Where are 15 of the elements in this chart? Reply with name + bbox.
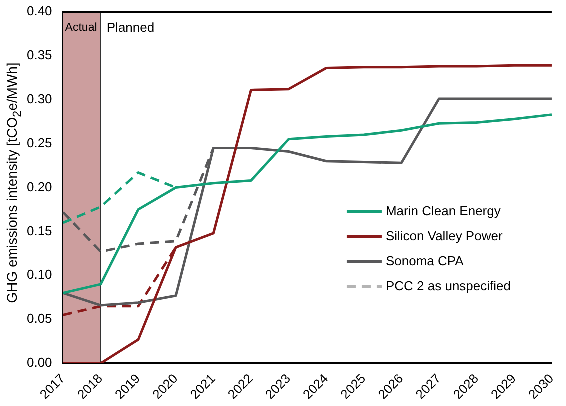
legend-label: Marin Clean Energy — [386, 204, 502, 219]
y-tick-label: 0.20 — [26, 179, 52, 194]
y-tick-label: 0.40 — [26, 4, 52, 19]
y-tick-label: 0.05 — [26, 311, 52, 326]
legend-label: Silicon Valley Power — [386, 228, 504, 244]
y-tick-label: 0.10 — [26, 267, 52, 282]
legend-label: Sonoma CPA — [386, 254, 464, 269]
y-tick-label: 0.15 — [26, 223, 52, 238]
y-tick-label: 0.00 — [26, 355, 52, 370]
y-tick-label: 0.25 — [26, 135, 52, 150]
y-tick-label: 0.35 — [26, 48, 52, 63]
y-tick-label: 0.30 — [26, 91, 52, 106]
ref-line-label: Planned — [106, 20, 155, 36]
band-label: Actual — [65, 22, 98, 34]
legend-label: PCC 2 as unspecified — [386, 278, 511, 294]
